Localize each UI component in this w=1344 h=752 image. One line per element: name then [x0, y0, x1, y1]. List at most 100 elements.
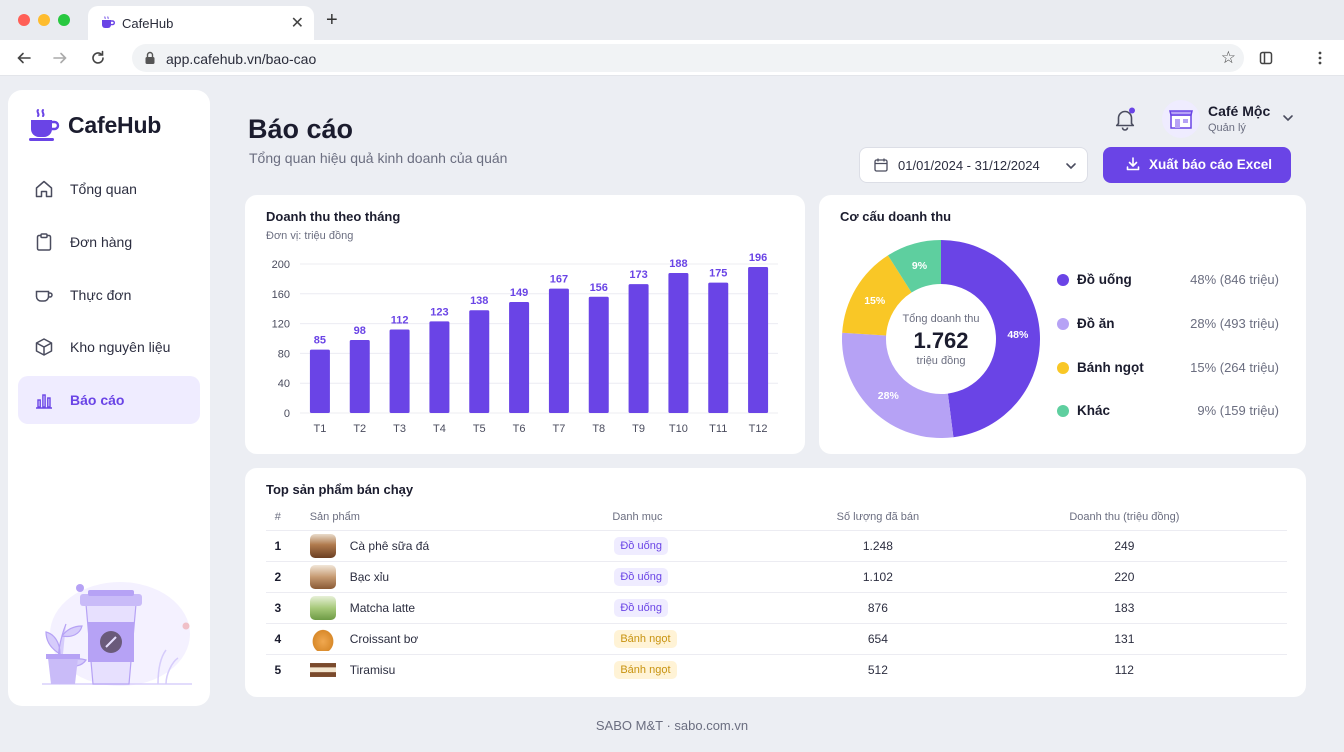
- date-range-picker[interactable]: 01/01/2024 - 31/12/2024: [859, 147, 1088, 183]
- window-maximize-button[interactable]: [58, 14, 70, 26]
- sidebar-item-menu[interactable]: Thực đơn: [18, 271, 200, 319]
- category-badge: Bánh ngọt: [614, 629, 677, 648]
- export-excel-button[interactable]: Xuất báo cáo Excel: [1103, 147, 1291, 183]
- address-bar: app.cafehub.vn/bao-cao ☆: [0, 40, 1344, 76]
- table-row[interactable]: 4 Croissant bơ Bánh ngọt 654 131: [266, 623, 1287, 655]
- y-tick-label: 80: [278, 348, 290, 360]
- bar[interactable]: [509, 301, 530, 413]
- donut-slice[interactable]: [887, 240, 941, 293]
- extension-icon[interactable]: [1254, 46, 1278, 70]
- x-tick-label: T4: [433, 423, 446, 435]
- donut-slice[interactable]: [842, 332, 954, 438]
- user-menu[interactable]: Café Mộc Quản lý: [1162, 100, 1298, 140]
- legend-swatch: [1057, 405, 1069, 417]
- bar[interactable]: [628, 284, 649, 413]
- table-header-row: # Sản phẩm Danh mục Số lượng đã bán Doan…: [266, 504, 1287, 531]
- export-label: Xuất báo cáo Excel: [1149, 157, 1273, 172]
- legend-value: 28% (493 triệu): [1190, 316, 1279, 331]
- table-row[interactable]: 1 Cà phê sữa đá Đồ uống 1.248 249: [266, 530, 1287, 562]
- y-tick-label: 160: [272, 289, 290, 301]
- data-label: 112: [391, 315, 409, 327]
- slice-label: 15%: [864, 295, 886, 307]
- sidebar-item-reports[interactable]: Báo cáo: [18, 376, 200, 424]
- sidebar-item-label: Thực đơn: [70, 287, 132, 303]
- bar[interactable]: [548, 288, 569, 413]
- card-title: Top sản phẩm bán chạy: [266, 482, 414, 497]
- revenue-cell: 220: [961, 561, 1287, 593]
- category-cell: Đồ uống: [606, 530, 795, 562]
- window-minimize-button[interactable]: [38, 14, 50, 26]
- new-tab-icon[interactable]: +: [326, 9, 338, 31]
- legend-item[interactable]: Bánh ngọt 15% (264 triệu): [1057, 358, 1279, 378]
- monthly-revenue-chart: 0 40 80 120 160 200 85 T1 98 T2 112 T3 123 T4 138 T5 149…: [272, 252, 778, 435]
- window-close-button[interactable]: [18, 14, 30, 26]
- category-cell: Bánh ngọt: [606, 623, 795, 655]
- data-label: 123: [430, 306, 448, 318]
- browser-menu-icon[interactable]: [1308, 46, 1332, 70]
- category-badge: Đồ uống: [614, 536, 668, 555]
- x-tick-label: T2: [353, 423, 366, 435]
- y-tick-label: 40: [278, 378, 290, 390]
- calendar-icon: [874, 158, 888, 172]
- bar[interactable]: [469, 310, 490, 413]
- donut-center-label: Tổng doanh thu: [902, 313, 979, 325]
- bar[interactable]: [429, 321, 450, 413]
- card-unit: Đơn vị: triệu đồng: [266, 230, 354, 242]
- bar[interactable]: [309, 349, 330, 413]
- chevron-down-icon: [1283, 115, 1293, 122]
- reload-icon[interactable]: [86, 46, 110, 70]
- coffee-favicon-icon: [102, 16, 115, 28]
- sidebar-item-inventory[interactable]: Kho nguyên liệu: [18, 323, 200, 371]
- table-row[interactable]: 5 Tiramisu Bánh ngọt 512 112: [266, 654, 1287, 685]
- bar[interactable]: [668, 272, 689, 413]
- footer-text: SABO M&T · sabo.com.vn: [595, 718, 749, 733]
- coffee-illustration: [42, 582, 192, 686]
- legend-item[interactable]: Đồ ăn 28% (493 triệu): [1057, 314, 1279, 334]
- column-header: #: [266, 504, 290, 531]
- legend-name: Khác: [1077, 403, 1111, 418]
- brand-logo[interactable]: CafeHub: [28, 108, 161, 142]
- sidebar-item-orders[interactable]: Đơn hàng: [18, 218, 200, 266]
- bar[interactable]: [389, 329, 410, 413]
- table-row[interactable]: 2 Bạc xỉu Đồ uống 1.102 220: [266, 561, 1287, 593]
- box-icon: [32, 335, 56, 359]
- x-tick-label: T10: [669, 423, 688, 435]
- category-cell: Đồ uống: [606, 561, 795, 593]
- data-label: 85: [314, 335, 326, 347]
- donut-slice[interactable]: [842, 255, 912, 336]
- bar[interactable]: [708, 282, 729, 413]
- notification-bell-icon[interactable]: [1112, 106, 1138, 132]
- x-tick-label: T9: [632, 423, 645, 435]
- slice-label: 9%: [912, 260, 928, 272]
- monthly-revenue-card: Doanh thu theo tháng Đơn vị: triệu đồng …: [245, 195, 805, 454]
- x-tick-label: T8: [592, 423, 605, 435]
- bar[interactable]: [588, 296, 609, 413]
- legend-item[interactable]: Khác 9% (159 triệu): [1057, 401, 1279, 421]
- bar[interactable]: [748, 266, 769, 413]
- revenue-cell: 131: [961, 623, 1287, 655]
- url-field[interactable]: app.cafehub.vn/bao-cao ☆: [132, 44, 1244, 72]
- back-arrow-icon[interactable]: [12, 46, 36, 70]
- data-label: 167: [550, 274, 568, 286]
- bar[interactable]: [349, 339, 370, 413]
- donut-slice[interactable]: [941, 240, 1041, 438]
- bookmark-star-icon[interactable]: ☆: [1220, 48, 1236, 67]
- product-cell: Bạc xỉu: [289, 561, 607, 593]
- product-cell: Cà phê sữa đá: [289, 530, 607, 562]
- top-products-table: # Sản phẩm Danh mục Số lượng đã bán Doan…: [266, 504, 1287, 685]
- sidebar-item-overview[interactable]: Tổng quan: [18, 165, 200, 213]
- tab-close-icon[interactable]: ✕: [290, 15, 304, 32]
- table-row[interactable]: 3 Matcha latte Đồ uống 876 183: [266, 592, 1287, 624]
- user-name: Café Mộc: [1208, 103, 1271, 119]
- sidebar-item-label: Tổng quan: [70, 181, 137, 197]
- browser-tab[interactable]: CafeHub ✕: [88, 6, 314, 40]
- revenue-donut-chart: 48% 28% 15% 9% Tổng doanh thu 1.762 triệu đồng: [842, 240, 1041, 438]
- rank-cell: 1: [266, 530, 290, 562]
- tiramisu-thumbnail-icon: [309, 657, 336, 682]
- donut-center-unit: triệu đồng: [917, 355, 966, 367]
- legend-item[interactable]: Đồ uống 48% (846 triệu): [1057, 270, 1279, 290]
- legend-swatch: [1057, 274, 1069, 286]
- forward-arrow-icon[interactable]: [48, 46, 72, 70]
- legend-value: 9% (159 triệu): [1197, 403, 1279, 418]
- category-cell: Bánh ngọt: [606, 654, 794, 685]
